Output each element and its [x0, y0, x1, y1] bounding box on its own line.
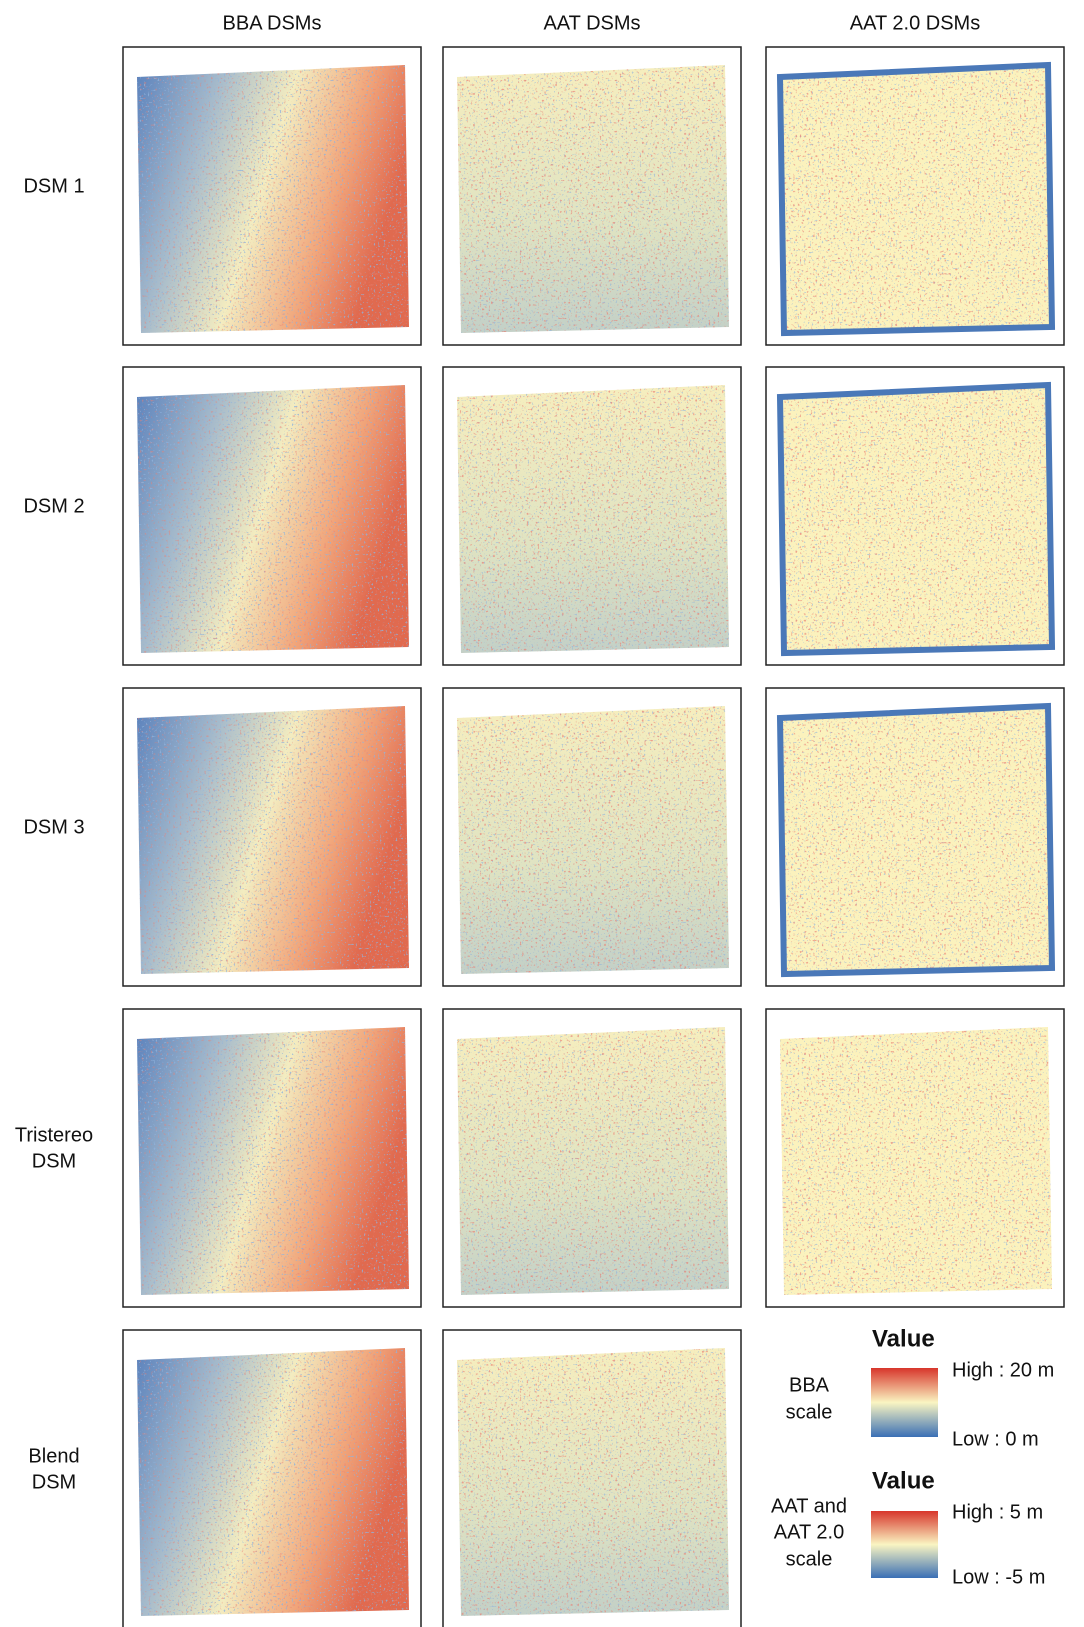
speckle-red	[766, 367, 1064, 665]
legend-high: High : 5 m	[952, 1501, 1043, 1523]
row-label: DSM	[32, 1471, 76, 1493]
map-panel	[123, 47, 421, 345]
map-panel	[766, 47, 1064, 345]
speckle-red	[123, 47, 421, 345]
scale-label: scale	[786, 1548, 833, 1570]
map-texture	[766, 367, 1064, 665]
legend-low: Low : 0 m	[952, 1428, 1039, 1450]
speckle-red	[766, 688, 1064, 986]
speckle-red	[123, 1009, 421, 1307]
map-panel	[123, 688, 421, 986]
column-header: AAT 2.0 DSMs	[850, 12, 980, 34]
speckle-red	[766, 47, 1064, 345]
legend-low: Low : -5 m	[952, 1566, 1045, 1588]
map-panel	[123, 1330, 421, 1627]
map-texture	[766, 688, 1064, 986]
speckle-red	[766, 1009, 1064, 1307]
map-texture	[123, 1009, 421, 1307]
map-texture	[443, 1330, 741, 1627]
map-panel	[443, 47, 741, 345]
speckle-red	[443, 1330, 741, 1627]
map-panel	[443, 1330, 741, 1627]
row-label: Blend	[28, 1445, 79, 1467]
figure: Value High : 20 m Low : 0 m BBA scale Va…	[0, 0, 1084, 1627]
legend: Value High : 20 m Low : 0 m BBA scale Va…	[771, 1325, 1054, 1588]
scale-label: scale	[786, 1401, 833, 1423]
map-panel	[443, 688, 741, 986]
legend-title: Value	[872, 1467, 935, 1494]
row-label: Tristereo	[15, 1124, 93, 1146]
speckle-red	[123, 1330, 421, 1627]
color-bar	[871, 1368, 938, 1437]
row-label: DSM 3	[23, 816, 84, 838]
map-panel	[443, 1009, 741, 1307]
map-panel	[766, 1009, 1064, 1307]
map-panel	[766, 688, 1064, 986]
speckle-red	[443, 688, 741, 986]
scale-label: AAT and	[771, 1495, 847, 1517]
map-panel	[766, 367, 1064, 665]
map-panel	[123, 367, 421, 665]
map-texture	[443, 367, 741, 665]
row-label: DSM 1	[23, 175, 84, 197]
scale-label: AAT 2.0	[774, 1521, 844, 1543]
map-texture	[443, 1009, 741, 1307]
row-label: DSM 2	[23, 495, 84, 517]
speckle-red	[443, 367, 741, 665]
legend-high: High : 20 m	[952, 1359, 1054, 1381]
map-texture	[443, 47, 741, 345]
map-texture	[123, 1330, 421, 1627]
color-bar	[871, 1511, 938, 1578]
column-header: BBA DSMs	[223, 12, 322, 34]
map-texture	[766, 1009, 1064, 1307]
map-texture	[443, 688, 741, 986]
row-label: DSM	[32, 1150, 76, 1172]
map-texture	[123, 688, 421, 986]
map-texture	[766, 47, 1064, 345]
legend-title: Value	[872, 1325, 935, 1352]
scale-label: BBA	[789, 1374, 830, 1396]
map-texture	[123, 47, 421, 345]
map-panel	[123, 1009, 421, 1307]
map-panel	[443, 367, 741, 665]
speckle-red	[123, 367, 421, 665]
map-texture	[123, 367, 421, 665]
speckle-red	[123, 688, 421, 986]
column-header: AAT DSMs	[543, 12, 640, 34]
speckle-red	[443, 1009, 741, 1307]
speckle-red	[443, 47, 741, 345]
